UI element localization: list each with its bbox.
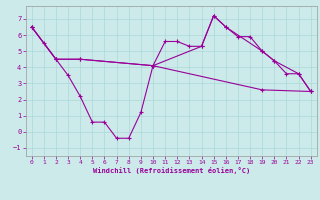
X-axis label: Windchill (Refroidissement éolien,°C): Windchill (Refroidissement éolien,°C) <box>92 167 250 174</box>
